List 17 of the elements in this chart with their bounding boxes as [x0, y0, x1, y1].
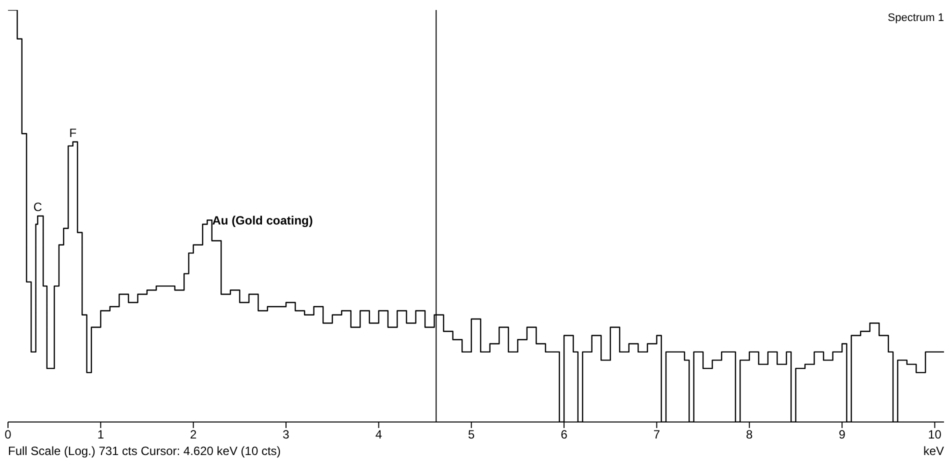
x-tick-label: 9	[838, 428, 846, 442]
x-tick-label: 1	[97, 428, 104, 442]
text: Full Scale (Log.) 731 cts Cursor: 4.620 keV (10 cts)	[8, 444, 281, 458]
x-axis-title: keV	[923, 444, 944, 458]
annotation: C	[33, 200, 42, 214]
x-tick-label: 3	[282, 428, 290, 442]
x-tick-label: 5	[468, 428, 476, 442]
x-tick-label: 10	[928, 428, 942, 442]
x-tick-label: 8	[746, 428, 754, 442]
x-tick-label: 7	[653, 428, 660, 442]
x-tick-label: 4	[375, 428, 382, 442]
annotation: F	[69, 126, 77, 140]
x-tick-label: 6	[560, 428, 568, 442]
annotation: Spectrum 1	[888, 12, 944, 24]
x-tick-label: 2	[190, 428, 198, 442]
x-tick-label: 0	[4, 428, 12, 442]
annotation: Au (Gold coating)	[212, 213, 313, 228]
